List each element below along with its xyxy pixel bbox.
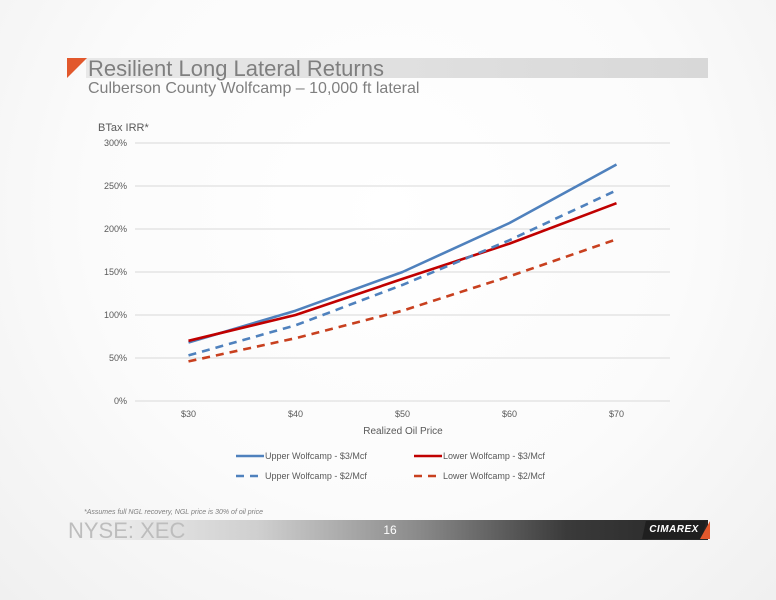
x-axis-ticks: $30 $40 $50 $60 $70 (181, 409, 624, 419)
legend-label: Lower Wolfcamp - $3/Mcf (443, 451, 545, 461)
y-tick-label: 300% (104, 138, 127, 148)
y-axis-title: BTax IRR* (98, 122, 149, 134)
page-number: 16 (383, 523, 397, 537)
y-tick-label: 250% (104, 181, 127, 191)
footer-bar (66, 520, 708, 540)
ticker-symbol: NYSE: XEC (68, 518, 186, 543)
legend-label: Upper Wolfcamp - $2/Mcf (265, 471, 367, 481)
x-tick-label: $40 (288, 409, 303, 419)
x-tick-label: $30 (181, 409, 196, 419)
logo-accent (700, 521, 710, 539)
company-logo: CIMAREX (642, 521, 706, 539)
legend-label: Lower Wolfcamp - $2/Mcf (443, 471, 545, 481)
y-tick-label: 200% (104, 224, 127, 234)
x-axis-title: Realized Oil Price (363, 426, 443, 437)
series-line (188, 238, 617, 363)
slide-title: Resilient Long Lateral Returns (88, 56, 384, 81)
x-tick-label: $70 (609, 409, 624, 419)
legend: Upper Wolfcamp - $3/Mcf Lower Wolfcamp - … (236, 451, 545, 481)
y-tick-label: 150% (104, 267, 127, 277)
footnote: *Assumes full NGL recovery, NGL price is… (84, 509, 263, 516)
y-tick-label: 50% (109, 353, 127, 363)
logo-text: CIMAREX (649, 524, 699, 535)
title-bar (86, 58, 708, 78)
slide-subtitle: Culberson County Wolfcamp – 10,000 ft la… (88, 80, 420, 97)
y-tick-label: 100% (104, 310, 127, 320)
legend-label: Upper Wolfcamp - $3/Mcf (265, 451, 367, 461)
x-tick-label: $50 (395, 409, 410, 419)
series-line (188, 201, 617, 343)
series-line (188, 163, 618, 344)
y-axis-ticks: 0% 50% 100% 150% 200% 250% 300% (104, 138, 127, 406)
series-lines (188, 163, 618, 363)
series-line (188, 189, 618, 357)
y-tick-label: 0% (114, 396, 127, 406)
x-tick-label: $60 (502, 409, 517, 419)
title-accent-triangle (67, 58, 87, 78)
